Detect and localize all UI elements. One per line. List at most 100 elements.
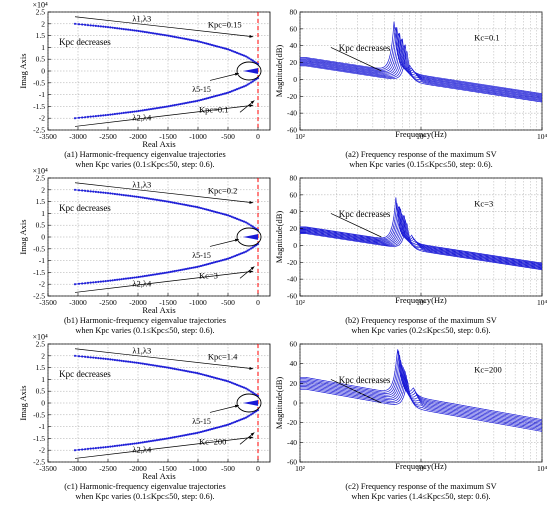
response-curve-7	[300, 38, 543, 100]
y-tick-label: 0	[293, 399, 297, 408]
y-tick-label: 0.5	[36, 387, 46, 396]
annotation-5: λ5-15	[192, 417, 211, 426]
y-axis-label: Magnitude(dB)	[274, 45, 284, 98]
x-tick-label: -1500	[159, 464, 177, 473]
response-curve-9	[300, 374, 543, 431]
x-tick-label: 10²	[295, 464, 306, 473]
y-axis-label: Imag Axis	[18, 219, 28, 254]
response-curve-2	[300, 27, 543, 95]
y-tick-label: 20	[290, 224, 298, 233]
response-curve-5	[300, 208, 543, 267]
cluster-ellipse	[236, 227, 262, 247]
annotation-4: Kpc decreases	[59, 37, 111, 47]
y-tick-label: 0	[293, 75, 297, 84]
y-axis-label: Imag Axis	[18, 53, 28, 88]
caption-line-1: (a1) Harmonic-frequency eigenvalue traje…	[64, 150, 225, 159]
response-curve-5	[300, 32, 543, 98]
arrow-upper-head	[249, 200, 254, 204]
y-tick-label: 1	[41, 375, 45, 384]
arrow-upper-head	[249, 366, 254, 370]
y-tick-label: -60	[287, 126, 297, 135]
annotation-4: Kpc decreases	[59, 203, 111, 213]
annotation-7: Kpc=0.1	[199, 104, 229, 114]
y-tick-label: -20	[287, 418, 297, 427]
eigenvalue-cluster	[243, 68, 258, 74]
x-tick-label: 10³	[416, 464, 427, 473]
y-tick-label: -40	[287, 275, 297, 284]
x-axis-label: Frequency(Hz)	[395, 129, 447, 139]
response-curve-6	[300, 366, 543, 427]
y-tick-label: 0	[41, 67, 45, 76]
y-tick-label: 0.5	[36, 55, 46, 64]
arrow-lower	[74, 270, 254, 293]
x-axis-label: Real Axis	[142, 139, 175, 149]
response-curve-3	[300, 27, 543, 96]
x-axis-label: Real Axis	[142, 305, 175, 315]
cluster-ellipse	[236, 393, 262, 413]
annotation-1: ×10⁴	[32, 166, 48, 175]
x-tick-label: -1000	[189, 298, 207, 307]
y-tick-label: 1	[41, 209, 45, 218]
y-tick-label: 40	[290, 359, 298, 368]
y-tick-label: 2	[41, 19, 45, 28]
arrow-lower-head	[249, 270, 254, 274]
y-tick-label: -60	[287, 292, 297, 301]
y-tick-label: 1	[41, 43, 45, 52]
y-axis-label: Magnitude(dB)	[274, 377, 284, 430]
caption-line-1: (c1) Harmonic-frequency eigenvalue traje…	[64, 482, 225, 491]
caption-line-1: (c2) Frequency response of the maximum S…	[345, 482, 496, 491]
x-tick-label: -3500	[39, 132, 57, 141]
response-curve-4	[300, 206, 543, 266]
y-tick-label: 60	[290, 340, 298, 349]
x-axis-label: Real Axis	[142, 471, 175, 481]
arrow-lower-head	[249, 436, 254, 440]
x-tick-label: 10³	[416, 132, 427, 141]
x-tick-label: -2500	[99, 464, 117, 473]
x-tick-label: 10⁴	[537, 298, 548, 307]
y-tick-label: -0.5	[33, 244, 45, 253]
y-tick-label: 0	[41, 399, 45, 408]
annotation-1: Kpc decreases	[339, 43, 391, 53]
x-tick-label: -500	[221, 464, 235, 473]
caption-line-1: (a2) Frequency response of the maximum S…	[345, 150, 496, 159]
y-tick-label: 1.5	[36, 31, 46, 40]
response-curve-9	[300, 219, 543, 270]
y-tick-label: -40	[287, 109, 297, 118]
annotation-1: ×10⁴	[32, 332, 48, 341]
response-curve-9	[300, 44, 543, 102]
arrow-cluster-head	[234, 72, 239, 76]
annotation-2: λ1,λ3	[132, 345, 151, 355]
x-tick-label: -2000	[129, 464, 147, 473]
arrow-upper	[74, 348, 254, 370]
x-tick-label: 10²	[295, 298, 306, 307]
x-tick-label: -3000	[69, 298, 87, 307]
annotation-2: Kc=3	[474, 198, 493, 208]
response-curve-5	[300, 364, 543, 426]
x-tick-label: -3500	[39, 298, 57, 307]
response-curve-4	[300, 33, 543, 97]
x-tick-label: 10⁴	[537, 132, 548, 141]
arrow-upper	[74, 182, 254, 204]
caption-line-2: when Kpc varies (1.4≤Kpc≤50, step: 0.6).	[351, 492, 490, 501]
y-tick-label: 2	[41, 185, 45, 194]
y-tick-label: -1	[39, 256, 45, 265]
y-tick-label: 20	[290, 379, 298, 388]
annotation-7: Kc=200	[199, 436, 226, 446]
x-tick-label: 10⁴	[537, 464, 548, 473]
arrow-lower	[74, 436, 254, 459]
y-tick-label: 0	[41, 233, 45, 242]
y-tick-label: -0.5	[33, 78, 45, 87]
x-tick-label: 10²	[295, 132, 306, 141]
chart-a1: -2.5 -2 -1.5 -1 -0.5 0 0.5 1 1.5 2 2.5 -3500 -3000 -2…	[18, 0, 271, 169]
y-tick-label: 20	[290, 58, 298, 67]
response-curve-7	[300, 369, 543, 428]
arrow-lower	[74, 104, 254, 127]
y-tick-label: -1	[39, 90, 45, 99]
arrow-cluster-head	[234, 238, 239, 242]
eigenvalue-branch-1	[74, 355, 259, 397]
annotation-6: λ2,λ4	[132, 113, 152, 123]
x-tick-label: -500	[221, 132, 235, 141]
y-tick-label: -2.5	[33, 458, 45, 467]
eigenvalue-branch-1	[74, 189, 259, 231]
response-curve-2	[300, 202, 543, 265]
